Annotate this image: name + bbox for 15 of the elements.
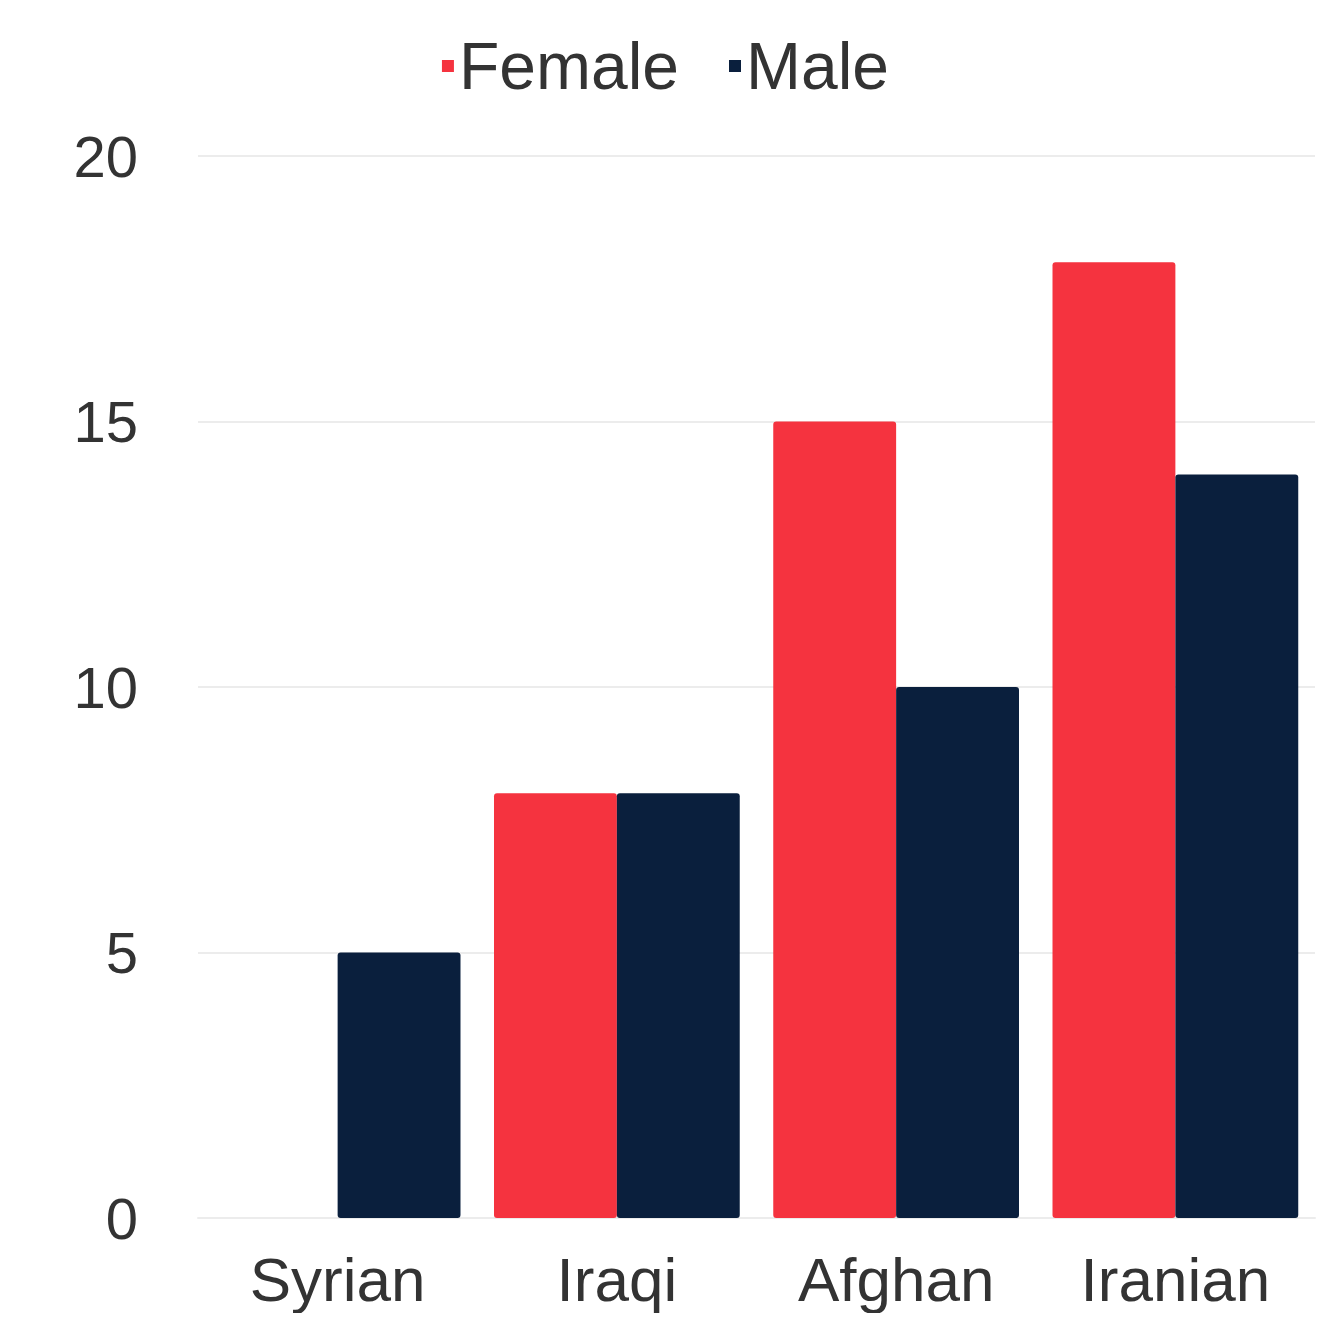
bar [616,793,740,1218]
bar [1052,262,1176,1218]
y-tick-label: 20 [73,123,138,189]
y-tick-label: 0 [105,1185,138,1251]
bar [896,687,1019,1218]
legend-label: Male [746,29,890,103]
x-tick-label: Iranian [1080,1244,1271,1314]
y-tick-label: 10 [73,654,138,720]
bar [494,793,617,1218]
bar [1175,474,1299,1218]
y-tick-label: 15 [73,389,138,454]
bar [773,421,897,1218]
bar [337,952,461,1218]
y-tick-label: 5 [105,920,138,985]
legend-label: Female [458,29,680,103]
